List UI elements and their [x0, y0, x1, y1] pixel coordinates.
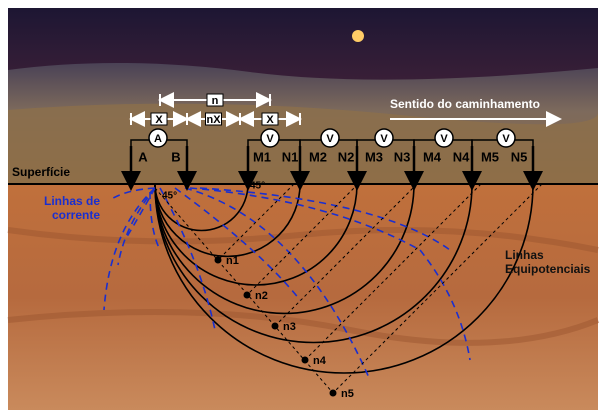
depth-label: n2: [255, 290, 268, 302]
dotted-line: [332, 183, 543, 394]
lines: [103, 183, 543, 394]
direction-label: Sentido do caminhamento: [390, 97, 540, 111]
spacing-label: X: [155, 114, 163, 126]
current-label: Linhas de: [44, 194, 100, 208]
current-line: [159, 187, 216, 331]
electrode-label: N2: [338, 149, 355, 164]
electrode-label: N5: [511, 149, 528, 164]
dotted-line: [246, 183, 359, 296]
current-line: [124, 187, 156, 241]
equipotential-arc: [154, 183, 473, 344]
equipotential-arc: [154, 183, 249, 232]
current-label: corrente: [52, 208, 100, 222]
electrode-label: N4: [453, 149, 470, 164]
voltmeter: [260, 128, 280, 148]
voltmeter-label: V: [266, 133, 274, 145]
current-line: [109, 187, 156, 201]
spacing-box: [261, 112, 279, 126]
spacing-label: X: [266, 114, 274, 126]
current-line: [189, 187, 471, 361]
background: [7, 8, 600, 410]
ammeter-label: A: [154, 133, 162, 145]
depth-point: [271, 322, 279, 330]
electrode-label: M1: [253, 149, 271, 164]
voltmeter: [434, 128, 454, 148]
depth-label: n1: [226, 255, 239, 267]
electrode-label: M3: [365, 149, 383, 164]
equipotential-label: Equipotenciais: [505, 262, 591, 276]
depth-point: [214, 256, 222, 264]
spacing-box: [205, 112, 222, 126]
depth-point: [329, 389, 337, 397]
spacing-label: nX: [206, 114, 221, 126]
spacing-box: [150, 112, 168, 126]
voltmeter-label: V: [502, 133, 510, 145]
voltmeter: [374, 128, 394, 148]
current-line: [184, 187, 371, 381]
voltmeter-label: V: [380, 133, 388, 145]
equipotential-arc: [154, 183, 534, 374]
depth-label: n4: [313, 355, 327, 367]
electrode-label: N3: [394, 149, 411, 164]
electrode-label: A: [138, 149, 148, 164]
voltmeter-label: V: [440, 133, 448, 145]
angle-label: 45°: [250, 181, 265, 192]
equipotential-arc: [154, 183, 415, 315]
electrode-label: M5: [481, 149, 499, 164]
depth-point: [301, 356, 309, 364]
equipotential-arc: [154, 183, 358, 286]
surface-label: Superfície: [12, 165, 70, 179]
spacing-box: [206, 93, 224, 107]
voltmeter: [496, 128, 516, 148]
depth-label: n5: [341, 388, 354, 400]
angle-label: 45°: [162, 191, 177, 202]
electrode-label: M4: [423, 149, 442, 164]
depth-point: [243, 291, 251, 299]
spacing-label: n: [212, 95, 219, 107]
current-line: [149, 191, 161, 251]
voltmeter-label: V: [326, 133, 334, 145]
depth-label: n3: [283, 321, 296, 333]
equipotential-arc: [154, 183, 301, 258]
electrode-label: M2: [309, 149, 327, 164]
current-line: [103, 187, 156, 311]
current-line: [117, 187, 156, 266]
electrode-label: N1: [282, 149, 299, 164]
voltmeter: [320, 128, 340, 148]
electrode-label: B: [171, 149, 180, 164]
ammeter: [148, 128, 168, 148]
equipotential-label: Linhas: [505, 248, 544, 262]
